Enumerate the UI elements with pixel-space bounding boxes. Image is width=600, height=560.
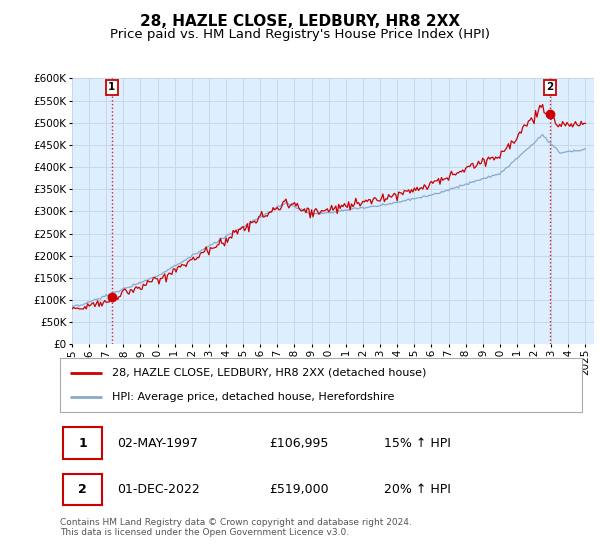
Text: 01-DEC-2022: 01-DEC-2022 (118, 483, 200, 496)
FancyBboxPatch shape (62, 427, 102, 459)
FancyBboxPatch shape (60, 358, 582, 412)
Text: 2: 2 (78, 483, 87, 496)
Text: £106,995: £106,995 (269, 437, 328, 450)
Text: HPI: Average price, detached house, Herefordshire: HPI: Average price, detached house, Here… (112, 392, 395, 402)
FancyBboxPatch shape (62, 474, 102, 505)
Text: 28, HAZLE CLOSE, LEDBURY, HR8 2XX: 28, HAZLE CLOSE, LEDBURY, HR8 2XX (140, 14, 460, 29)
Text: 28, HAZLE CLOSE, LEDBURY, HR8 2XX (detached house): 28, HAZLE CLOSE, LEDBURY, HR8 2XX (detac… (112, 368, 427, 378)
Text: 2: 2 (546, 82, 553, 92)
Text: Contains HM Land Registry data © Crown copyright and database right 2024.
This d: Contains HM Land Registry data © Crown c… (60, 518, 412, 538)
Text: Price paid vs. HM Land Registry's House Price Index (HPI): Price paid vs. HM Land Registry's House … (110, 28, 490, 41)
Text: 20% ↑ HPI: 20% ↑ HPI (383, 483, 451, 496)
Text: 1: 1 (78, 437, 87, 450)
Text: £519,000: £519,000 (269, 483, 328, 496)
Text: 1: 1 (108, 82, 116, 92)
Text: 02-MAY-1997: 02-MAY-1997 (118, 437, 198, 450)
Text: 15% ↑ HPI: 15% ↑ HPI (383, 437, 451, 450)
